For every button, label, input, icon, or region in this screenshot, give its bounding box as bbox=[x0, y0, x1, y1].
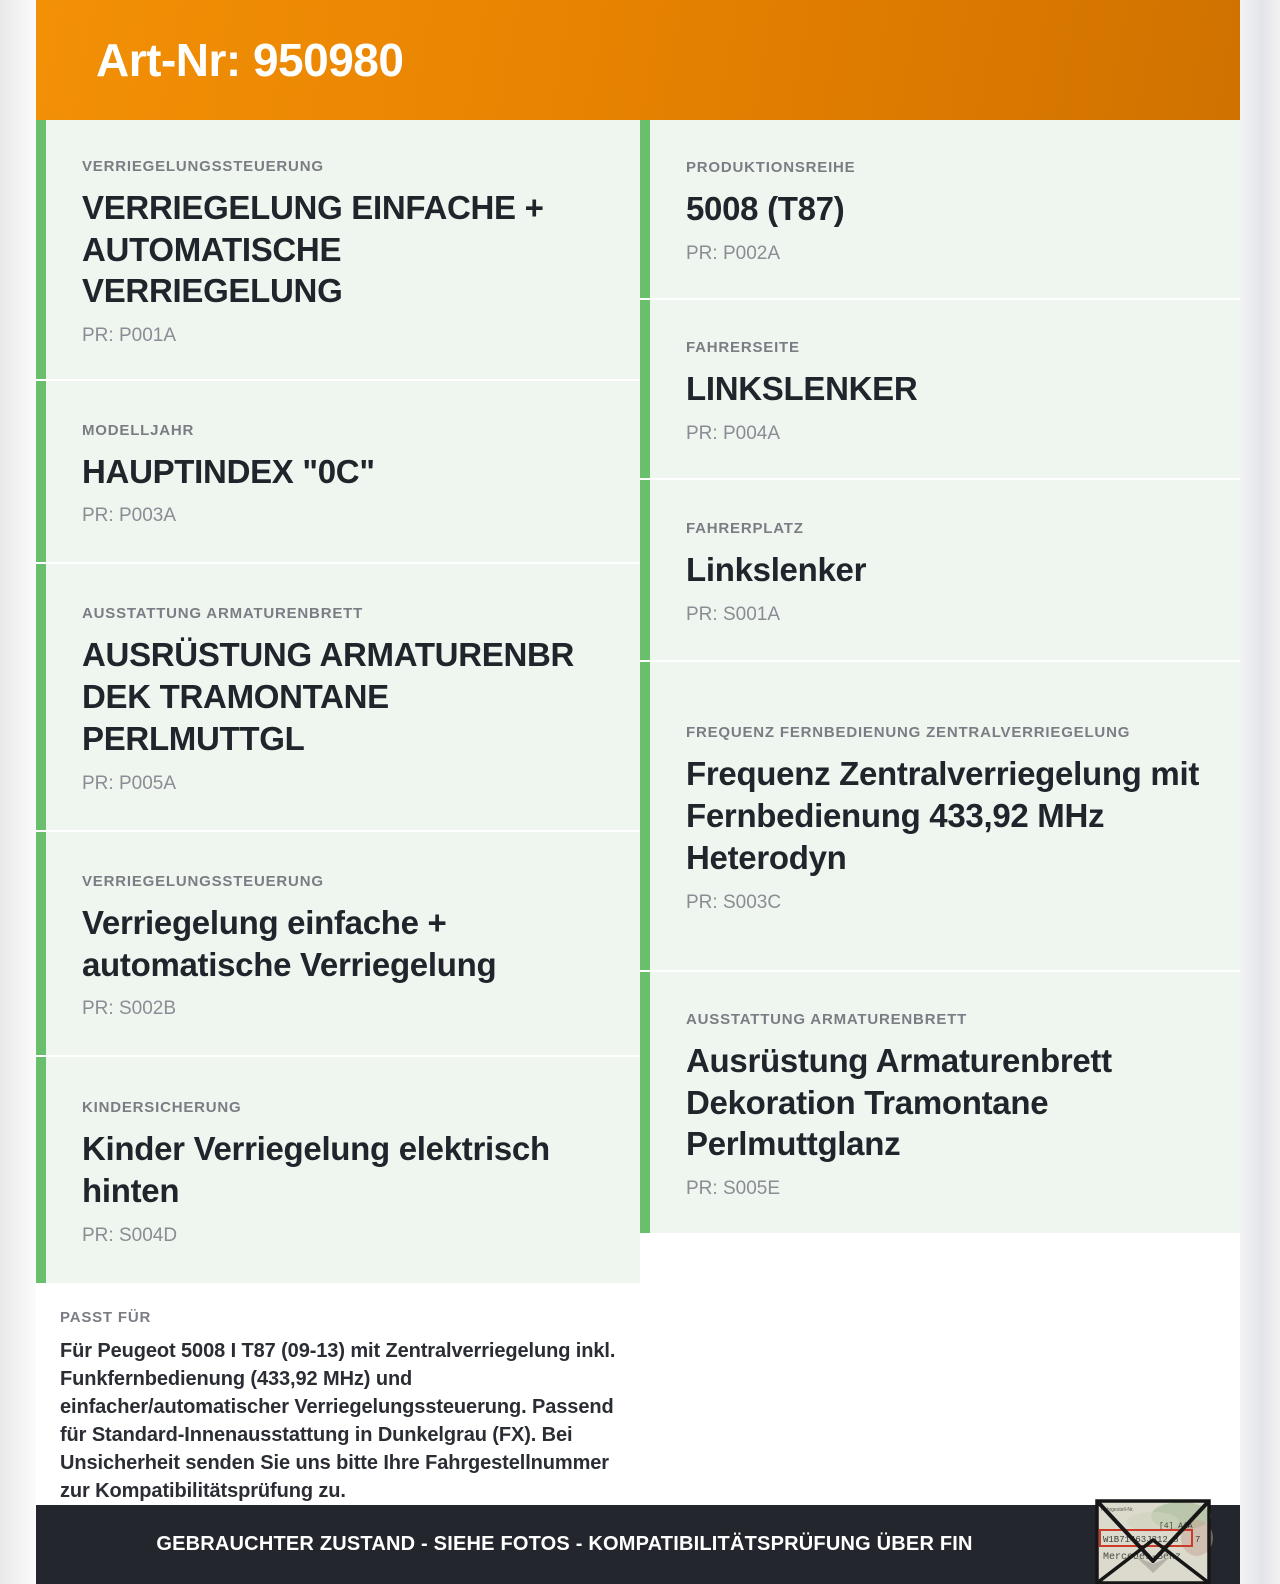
article-number-title: Art-Nr: 950980 bbox=[96, 34, 404, 86]
spec-pr-code: PR: P005A bbox=[82, 772, 176, 794]
spec-label: FAHRERSEITE bbox=[686, 339, 800, 357]
page-margin-left bbox=[0, 0, 36, 1584]
spec-card-fahrerplatz: FAHRERPLATZ Linkslenker PR: S001A bbox=[640, 480, 1240, 660]
fitment-section: PASST FÜR Für Peugeot 5008 I T87 (09-13)… bbox=[36, 1285, 640, 1505]
spec-title: HAUPTINDEX "0C" bbox=[82, 452, 375, 490]
envelope-vin-suffix: 7 bbox=[1195, 1535, 1200, 1545]
spec-title: 5008 (T87) bbox=[686, 190, 845, 228]
spec-column-left: VERRIEGELUNGSSTEUERUNG VERRIEGELUNG EINF… bbox=[36, 120, 640, 1505]
spec-pr-code: PR: S001A bbox=[686, 603, 780, 625]
spec-pr-code: PR: P004A bbox=[686, 422, 780, 444]
spec-card-verriegelungssteuerung-2: VERRIEGELUNGSSTEUERUNG Verriegelung einf… bbox=[36, 832, 640, 1055]
condition-footer-bar: GEBRAUCHTER ZUSTAND - SIEHE FOTOS - KOMP… bbox=[36, 1499, 1240, 1584]
vin-envelope-image: Fahrgestell-Nr. [4] AiA W1B71463J312 8 7… bbox=[1095, 1499, 1213, 1584]
fitment-text: Für Peugeot 5008 I T87 (09-13) mit Zentr… bbox=[60, 1340, 616, 1502]
spec-title: Frequenz Zentralverriegelung mit Fernbed… bbox=[686, 755, 1200, 876]
spec-card-modelljahr: MODELLJAHR HAUPTINDEX "0C" PR: P003A bbox=[36, 381, 640, 562]
spec-card-verriegelungssteuerung-1: VERRIEGELUNGSSTEUERUNG VERRIEGELUNG EINF… bbox=[36, 120, 640, 379]
spec-card-frequenz-fernbedienung: FREQUENZ FERNBEDIENUNG ZENTRALVERRIEGELU… bbox=[640, 662, 1240, 970]
envelope-shadow bbox=[1135, 1556, 1171, 1573]
spec-card-fahrerseite: FAHRERSEITE LINKSLENKER PR: P004A bbox=[640, 300, 1240, 478]
spec-card-kindersicherung: KINDERSICHERUNG Kinder Verriegelung elek… bbox=[36, 1057, 640, 1283]
listing-sheet: Art-Nr: 950980 VERRIEGELUNGSSTEUERUNG VE… bbox=[36, 0, 1240, 1584]
spec-card-ausstattung-armaturenbrett-2: AUSSTATTUNG ARMATURENBRETT Ausrüstung Ar… bbox=[640, 972, 1240, 1233]
spec-title: Kinder Verriegelung elektrisch hinten bbox=[82, 1130, 550, 1209]
spec-columns: VERRIEGELUNGSSTEUERUNG VERRIEGELUNG EINF… bbox=[36, 120, 1240, 1505]
spec-label: VERRIEGELUNGSSTEUERUNG bbox=[82, 872, 324, 890]
spec-pr-code: PR: P003A bbox=[82, 505, 176, 527]
spec-label: KINDERSICHERUNG bbox=[82, 1099, 242, 1117]
page-margin-right bbox=[1240, 0, 1280, 1584]
spec-pr-code: PR: S002B bbox=[82, 998, 176, 1020]
spec-column-right: PRODUKTIONSREIHE 5008 (T87) PR: P002A FA… bbox=[640, 120, 1240, 1505]
spec-title: Ausrüstung Armaturenbrett Dekoration Tra… bbox=[686, 1041, 1112, 1163]
envelope-stamp-line: [4] AiA bbox=[1159, 1522, 1193, 1531]
spec-label: AUSSTATTUNG ARMATURENBRETT bbox=[686, 1010, 968, 1028]
spec-title: LINKSLENKER bbox=[686, 370, 918, 408]
spec-label: PRODUKTIONSREIHE bbox=[686, 159, 856, 177]
spec-pr-code: PR: S004D bbox=[82, 1224, 178, 1246]
spec-title: Linkslenker bbox=[686, 551, 867, 589]
spec-pr-code: PR: P001A bbox=[82, 325, 176, 347]
spec-card-ausstattung-armaturenbrett-1: AUSSTATTUNG ARMATURENBRETT AUSRÜSTUNG AR… bbox=[36, 564, 640, 830]
fitment-label: PASST FÜR bbox=[60, 1309, 152, 1326]
spec-label: FREQUENZ FERNBEDIENUNG ZENTRALVERRIEGELU… bbox=[686, 724, 1131, 742]
article-number-header: Art-Nr: 950980 bbox=[36, 0, 1240, 120]
envelope-doc-label: Fahrgestell-Nr. bbox=[1101, 1507, 1134, 1513]
spec-label: VERRIEGELUNGSSTEUERUNG bbox=[82, 157, 324, 175]
spec-title: AUSRÜSTUNG ARMATURENBR DEK TRAMONTANE PE… bbox=[82, 636, 575, 757]
spec-title: Verriegelung einfache + automatische Ver… bbox=[82, 903, 497, 983]
spec-pr-code: PR: S003C bbox=[686, 891, 782, 913]
spec-card-produktionsreihe: PRODUKTIONSREIHE 5008 (T87) PR: P002A bbox=[640, 120, 1240, 298]
condition-footer-text: GEBRAUCHTER ZUSTAND - SIEHE FOTOS - KOMP… bbox=[156, 1533, 973, 1555]
spec-title: VERRIEGELUNG EINFACHE + AUTOMATISCHE VER… bbox=[82, 188, 544, 310]
spec-label: MODELLJAHR bbox=[82, 421, 195, 439]
spec-pr-code: PR: S005E bbox=[686, 1178, 780, 1200]
spec-label: FAHRERPLATZ bbox=[686, 520, 804, 538]
spec-label: AUSSTATTUNG ARMATURENBRETT bbox=[82, 605, 364, 623]
envelope-vin-text: W1B71463J312 8 bbox=[1103, 1535, 1179, 1545]
spec-pr-code: PR: P002A bbox=[686, 242, 780, 264]
